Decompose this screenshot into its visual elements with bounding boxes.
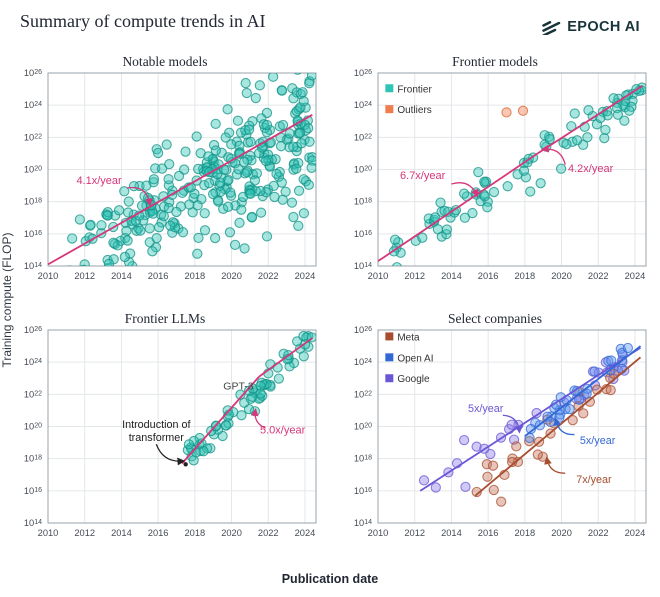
svg-text:1016: 1016 xyxy=(24,486,42,496)
svg-text:Introduction of: Introduction of xyxy=(122,419,191,431)
svg-text:2014: 2014 xyxy=(441,271,462,281)
svg-text:1014: 1014 xyxy=(24,261,42,271)
svg-text:2022: 2022 xyxy=(258,528,279,538)
svg-text:2018: 2018 xyxy=(515,271,536,281)
svg-text:1026: 1026 xyxy=(24,325,42,335)
svg-text:2010: 2010 xyxy=(368,271,389,281)
svg-text:2010: 2010 xyxy=(38,528,59,538)
svg-text:7x/year: 7x/year xyxy=(576,474,612,486)
svg-text:1024: 1024 xyxy=(24,357,42,367)
svg-text:2014: 2014 xyxy=(111,271,132,281)
svg-text:1018: 1018 xyxy=(354,454,372,464)
svg-text:2012: 2012 xyxy=(404,271,425,281)
svg-text:2018: 2018 xyxy=(185,271,206,281)
svg-text:2016: 2016 xyxy=(148,528,169,538)
svg-text:2010: 2010 xyxy=(368,528,389,538)
svg-text:Frontier models: Frontier models xyxy=(452,54,538,69)
svg-text:2012: 2012 xyxy=(74,271,95,281)
svg-text:2022: 2022 xyxy=(588,271,609,281)
svg-text:2020: 2020 xyxy=(551,528,572,538)
svg-text:2014: 2014 xyxy=(441,528,462,538)
svg-text:2020: 2020 xyxy=(221,528,242,538)
svg-text:2024: 2024 xyxy=(295,528,316,538)
svg-text:2022: 2022 xyxy=(588,528,609,538)
svg-text:Frontier: Frontier xyxy=(397,84,432,95)
svg-text:2024: 2024 xyxy=(295,271,316,281)
svg-text:1026: 1026 xyxy=(354,68,372,78)
svg-text:4.1x/year: 4.1x/year xyxy=(76,175,122,187)
svg-text:2020: 2020 xyxy=(551,271,572,281)
svg-text:2014: 2014 xyxy=(111,528,132,538)
svg-text:5x/year: 5x/year xyxy=(580,435,616,447)
svg-text:1022: 1022 xyxy=(354,132,372,142)
svg-text:Select companies: Select companies xyxy=(448,311,542,326)
svg-text:1022: 1022 xyxy=(354,389,372,399)
svg-text:Frontier LLMs: Frontier LLMs xyxy=(125,311,206,326)
svg-text:2020: 2020 xyxy=(221,271,242,281)
svg-text:2010: 2010 xyxy=(38,271,59,281)
svg-text:1026: 1026 xyxy=(354,325,372,335)
svg-text:1014: 1014 xyxy=(354,261,372,271)
svg-text:4.2x/year: 4.2x/year xyxy=(568,163,614,175)
svg-text:1022: 1022 xyxy=(24,389,42,399)
svg-text:Meta: Meta xyxy=(397,332,420,343)
svg-text:1016: 1016 xyxy=(354,229,372,239)
svg-text:1020: 1020 xyxy=(24,165,42,175)
svg-text:1018: 1018 xyxy=(354,197,372,207)
svg-text:Outliers: Outliers xyxy=(397,105,431,116)
svg-text:1026: 1026 xyxy=(24,68,42,78)
svg-text:1024: 1024 xyxy=(354,100,372,110)
svg-text:1020: 1020 xyxy=(24,422,42,432)
svg-text:2016: 2016 xyxy=(478,528,499,538)
svg-text:Notable models: Notable models xyxy=(122,54,207,69)
svg-text:2024: 2024 xyxy=(625,271,646,281)
svg-text:GPT-3: GPT-3 xyxy=(223,381,254,393)
svg-text:1024: 1024 xyxy=(354,357,372,367)
svg-text:1020: 1020 xyxy=(354,165,372,175)
svg-text:6.7x/year: 6.7x/year xyxy=(400,170,446,182)
svg-text:Open AI: Open AI xyxy=(397,353,433,364)
svg-text:2018: 2018 xyxy=(515,528,536,538)
svg-text:2016: 2016 xyxy=(478,271,499,281)
svg-text:1018: 1018 xyxy=(24,454,42,464)
svg-text:2012: 2012 xyxy=(404,528,425,538)
svg-text:1018: 1018 xyxy=(24,197,42,207)
svg-text:transformer: transformer xyxy=(129,432,185,444)
svg-text:1024: 1024 xyxy=(24,100,42,110)
svg-text:2022: 2022 xyxy=(258,271,279,281)
svg-text:2012: 2012 xyxy=(74,528,95,538)
svg-text:1014: 1014 xyxy=(24,518,42,528)
svg-text:2016: 2016 xyxy=(148,271,169,281)
svg-text:1016: 1016 xyxy=(354,486,372,496)
svg-text:1022: 1022 xyxy=(24,132,42,142)
svg-text:2024: 2024 xyxy=(625,528,646,538)
svg-text:1020: 1020 xyxy=(354,422,372,432)
svg-text:1014: 1014 xyxy=(354,518,372,528)
svg-text:5x/year: 5x/year xyxy=(468,403,504,415)
svg-text:2018: 2018 xyxy=(185,528,206,538)
svg-text:Google: Google xyxy=(397,374,430,385)
svg-text:1016: 1016 xyxy=(24,229,42,239)
svg-text:5.0x/year: 5.0x/year xyxy=(260,425,306,437)
